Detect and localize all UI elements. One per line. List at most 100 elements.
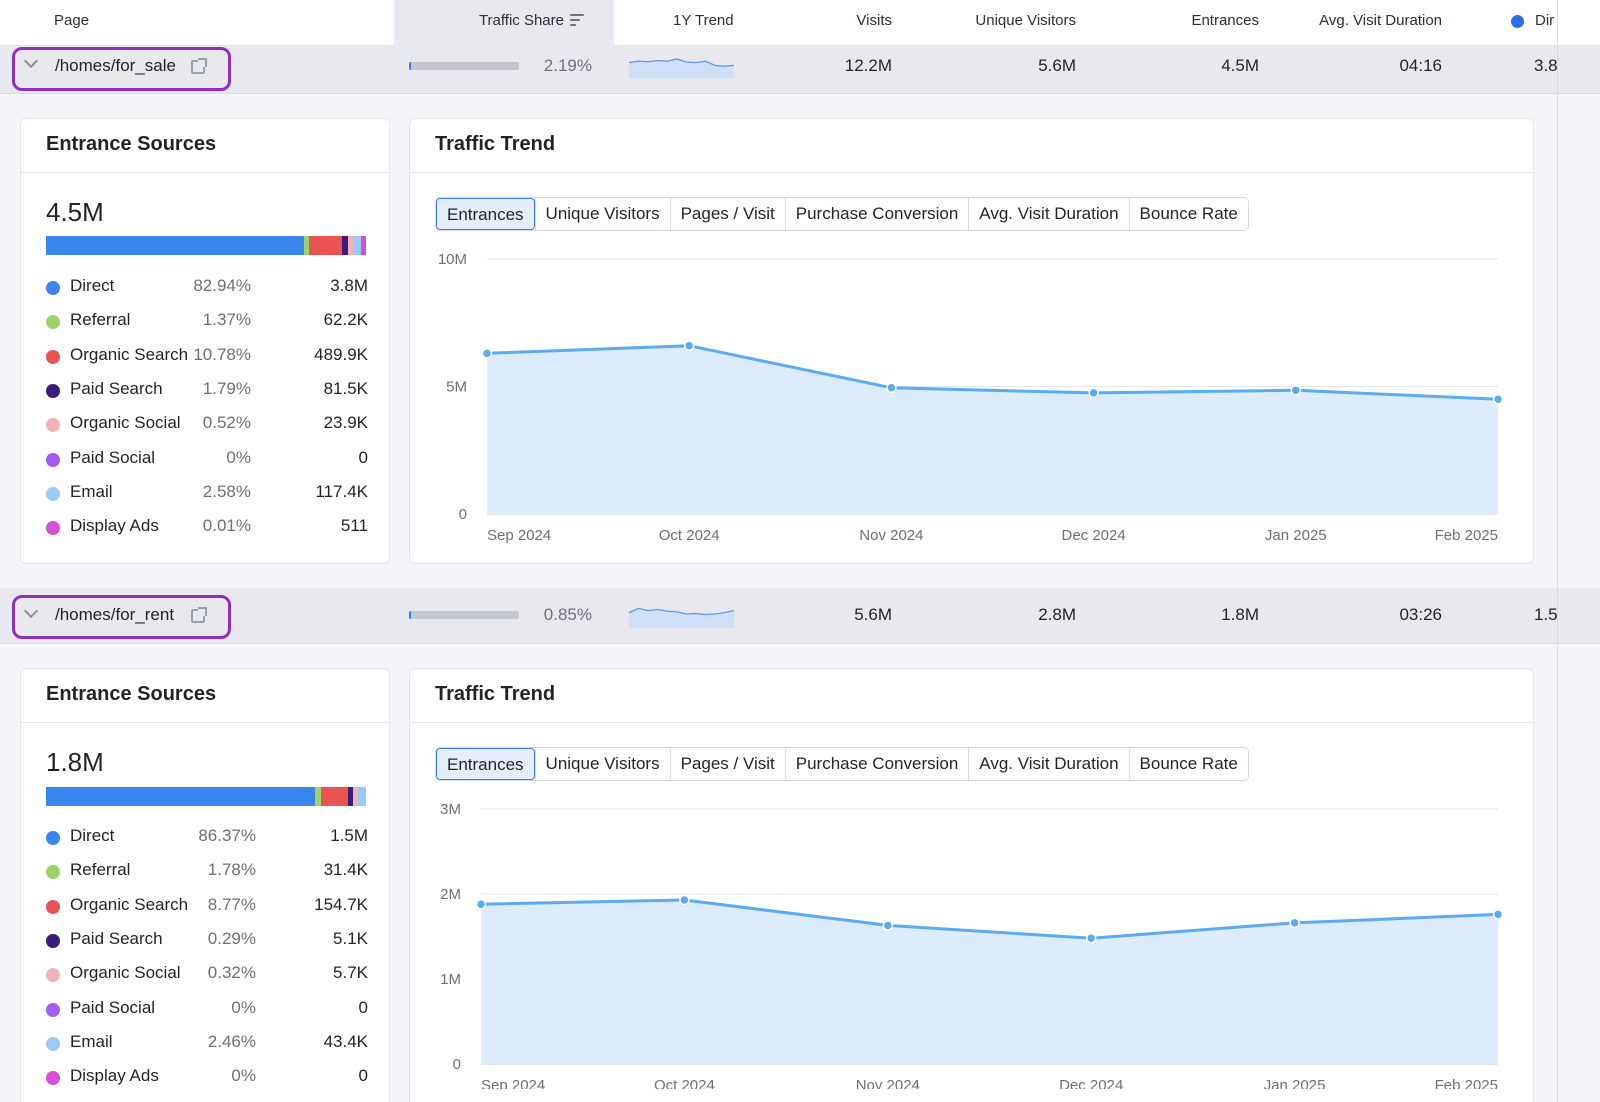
external-link-icon[interactable]	[191, 58, 207, 74]
tab-pages-visit[interactable]: Pages / Visit	[669, 748, 785, 780]
source-value: 0	[358, 997, 368, 1017]
table-row[interactable]: /homes/for_sale 2.19% 12.2M 5.6M 4.5M 04…	[0, 46, 1600, 94]
source-value: 1.5M	[330, 826, 368, 845]
tab-avg-visit-duration[interactable]: Avg. Visit Duration	[968, 198, 1129, 230]
source-row-paid-social[interactable]: Paid Social 0% 0	[46, 448, 368, 472]
source-value: 5.1K	[333, 928, 368, 948]
source-row-referral[interactable]: Referral 1.78% 31.4K	[46, 860, 368, 884]
source-name: Referral	[70, 860, 131, 880]
column-header-direct[interactable]: Dir	[1535, 12, 1555, 29]
share-segment-paid-search	[348, 787, 354, 806]
x-tick-label: Dec 2024	[1059, 1077, 1123, 1089]
trend-line	[480, 898, 1499, 940]
source-pct: 2.46%	[207, 1031, 256, 1051]
source-row-paid-social[interactable]: Paid Social 0% 0	[46, 998, 368, 1022]
source-pct: 0.29%	[207, 928, 256, 948]
data-point	[683, 340, 695, 351]
source-name: Email	[70, 481, 113, 501]
legend-dot	[46, 349, 60, 364]
tab-bounce-rate[interactable]: Bounce Rate	[1128, 198, 1248, 230]
source-row-paid-search[interactable]: Paid Search 1.79% 81.5K	[46, 379, 368, 403]
column-header-avg-visit-duration[interactable]: Avg. Visit Duration	[1319, 12, 1442, 29]
source-row-organic-social[interactable]: Organic Social 0.32% 5.7K	[46, 963, 368, 987]
source-row-organic-social[interactable]: Organic Social 0.52% 23.9K	[46, 413, 368, 437]
tab-entrances[interactable]: Entrances	[436, 748, 535, 780]
source-value: 62.2K	[323, 310, 368, 330]
source-row-referral[interactable]: Referral 1.37% 62.2K	[46, 310, 368, 334]
source-row-display-ads[interactable]: Display Ads 0.01% 511	[46, 516, 368, 540]
data-point	[886, 382, 897, 394]
table-row[interactable]: /homes/for_rent 0.85% 5.6M 2.8M 1.8M 03:…	[0, 588, 1600, 644]
divider	[410, 172, 1533, 173]
legend-dot	[46, 1002, 60, 1017]
source-row-organic-search[interactable]: Organic Search 10.78% 489.9K	[46, 345, 368, 369]
tab-purchase-conversion[interactable]: Purchase Conversion	[784, 198, 969, 230]
source-value: 489.9K	[314, 344, 368, 364]
column-header-visits[interactable]: Visits	[856, 12, 892, 29]
card-title: Entrance Sources	[46, 133, 217, 155]
source-row-direct[interactable]: Direct 86.37% 1.5M	[46, 826, 368, 850]
trend-line	[486, 344, 1499, 401]
traffic-share-fill	[409, 611, 411, 619]
tab-pages-visit[interactable]: Pages / Visit	[669, 198, 785, 230]
y-tick-label: 0	[453, 1056, 461, 1073]
legend-dot	[46, 418, 60, 433]
source-pct: 0.01%	[202, 516, 251, 536]
source-row-email[interactable]: Email 2.58% 117.4K	[46, 482, 368, 506]
source-row-paid-search[interactable]: Paid Search 0.29% 5.1K	[46, 929, 368, 953]
source-pct: 0%	[231, 997, 256, 1017]
column-header-traffic-share-label: Traffic Share	[478, 12, 564, 29]
source-row-display-ads[interactable]: Display Ads 0% 0	[46, 1066, 368, 1090]
legend-dot	[46, 1036, 60, 1051]
x-tick-label: Oct 2024	[654, 1077, 715, 1089]
visits-value: 12.2M	[844, 56, 892, 75]
scrollbar[interactable]	[1557, 0, 1558, 1102]
table-header: Page Traffic Share 1Y Trend Visits Uniqu…	[0, 0, 1600, 46]
source-row-organic-search[interactable]: Organic Search 8.77% 154.7K	[46, 895, 368, 919]
column-header-unique-visitors[interactable]: Unique Visitors	[975, 12, 1076, 29]
tab-bounce-rate[interactable]: Bounce Rate	[1128, 748, 1248, 780]
entrances-value: 4.5M	[1221, 56, 1259, 75]
legend-dot	[46, 486, 60, 501]
share-segment-organic-search	[321, 787, 349, 806]
source-name: Organic Social	[70, 413, 181, 433]
tab-purchase-conversion[interactable]: Purchase Conversion	[784, 748, 969, 780]
source-name: Organic Search	[70, 344, 189, 364]
page-url[interactable]: /homes/for_sale	[55, 56, 176, 75]
y-tick-label: 2M	[440, 886, 461, 903]
legend-dot	[46, 968, 60, 983]
x-tick-label: Jan 2025	[1264, 1077, 1326, 1089]
source-pct: 86.37%	[198, 826, 256, 845]
source-name: Display Ads	[70, 516, 159, 536]
tab-unique-visitors[interactable]: Unique Visitors	[534, 748, 670, 780]
x-tick-label: Feb 2025	[1435, 527, 1498, 544]
url-highlight	[12, 47, 231, 91]
column-header-entrances[interactable]: Entrances	[1191, 12, 1259, 29]
source-name: Paid Social	[70, 447, 156, 467]
source-name: Referral	[70, 310, 131, 330]
source-share-bar	[46, 787, 366, 806]
share-segment-organic-social	[353, 787, 359, 806]
legend-dot	[46, 521, 60, 536]
source-value: 43.4K	[323, 1031, 368, 1051]
source-row-email[interactable]: Email 2.46% 43.4K	[46, 1032, 368, 1056]
sparkline-area	[629, 608, 734, 628]
column-header-1y-trend[interactable]: 1Y Trend	[673, 12, 734, 29]
tab-entrances[interactable]: Entrances	[436, 198, 535, 230]
tab-avg-visit-duration[interactable]: Avg. Visit Duration	[968, 748, 1129, 780]
direct-value: 1.5	[1534, 605, 1558, 624]
x-tick-label: Sep 2024	[481, 1077, 545, 1089]
entrance-sources-card: Entrance Sources 4.5M Direct 82.94% 3.8M Re…	[20, 118, 390, 564]
source-pct: 0.32%	[207, 963, 256, 983]
page-url[interactable]: /homes/for_rent	[55, 605, 175, 624]
source-value: 3.8M	[330, 276, 368, 295]
share-segment-organic-search	[308, 236, 343, 255]
external-link-icon[interactable]	[191, 607, 207, 623]
source-name: Organic Search	[70, 894, 189, 914]
tab-unique-visitors[interactable]: Unique Visitors	[534, 198, 670, 230]
source-name: Organic Social	[70, 963, 181, 983]
column-header-page[interactable]: Page	[54, 12, 90, 29]
source-row-direct[interactable]: Direct 82.94% 3.8M	[46, 276, 368, 300]
column-header-traffic-share[interactable]: Traffic Share	[394, 0, 614, 46]
source-name: Paid Search	[70, 928, 163, 948]
